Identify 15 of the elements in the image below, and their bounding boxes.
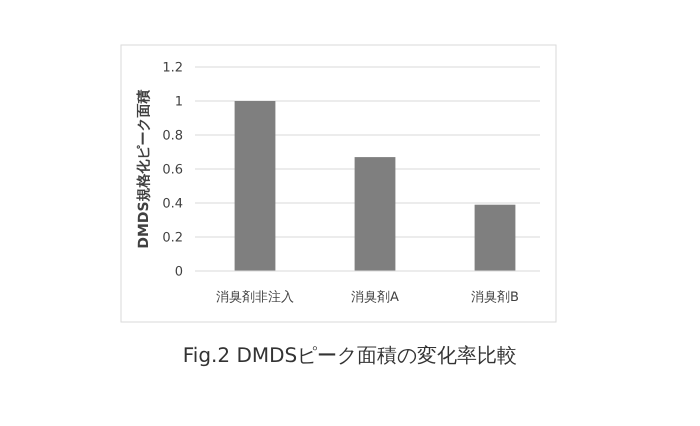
bar [474, 204, 516, 271]
y-tick-label: 0 [174, 264, 183, 280]
y-tick-label: 1 [174, 94, 183, 110]
bar [354, 157, 396, 271]
y-tick-label: 0.2 [162, 230, 183, 246]
y-tick-label: 0.8 [162, 128, 183, 144]
y-axis-title: DMDS規格化ピーク面積 [136, 89, 152, 249]
bar [234, 101, 276, 271]
x-tick-label: 消臭剤A [351, 290, 400, 305]
x-tick-label: 消臭剤非注入 [216, 290, 294, 305]
y-tick-label: 0.6 [162, 162, 183, 178]
x-tick-label: 消臭剤B [471, 290, 519, 305]
caption: Fig.2 DMDSピーク面積の変化率比較 [182, 343, 518, 367]
y-tick-label: 1.2 [162, 60, 183, 76]
y-tick-label: 0.4 [162, 196, 183, 212]
